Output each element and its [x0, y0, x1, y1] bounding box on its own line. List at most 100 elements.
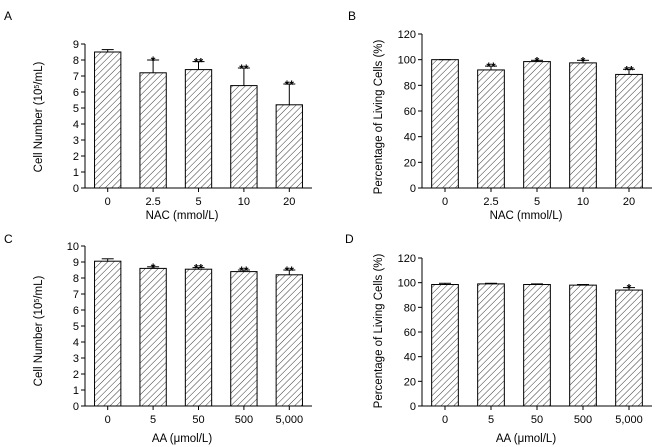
panel-d-y-axis-title: Percentage of Living Cells (%) [373, 253, 385, 408]
panel-b-bar [477, 69, 505, 189]
panel-c-y-tick-label: 9 [73, 257, 79, 269]
panel-a-bar [275, 104, 303, 189]
panel-c-x-tick-label: 50 [192, 414, 204, 426]
panel-a-y-axis-title-base: Cell Number (10 [33, 89, 45, 173]
panel-a-y-tick-label: 1 [73, 167, 79, 179]
panel-d-bar [615, 289, 643, 407]
panel-c: C 0 1 2 3 4 5 6 7 8 9 10 0 5 * 50 ** 500 ** 5,000 ** AA (μm… [4, 232, 312, 445]
panel-b-y-tick-label: 0 [410, 183, 416, 195]
panel-d-significance-label: * [627, 282, 632, 296]
panel-b-bar [569, 62, 597, 189]
panel-c-x-tick-label: 5 [150, 414, 156, 426]
panel-d-letter: D [345, 232, 354, 246]
panel-a-significance-label: ** [194, 56, 204, 70]
panel-a-y-axis-title: Cell Number (105/mL) [33, 62, 45, 173]
panel-c-bar [94, 260, 122, 407]
panel-d-y-tick-label: 40 [404, 352, 416, 364]
panel-c-bar [230, 271, 258, 407]
panel-b-y-tick-label: 20 [404, 157, 416, 169]
panel-c-significance-label: ** [239, 264, 249, 278]
panel-a-significance-label: ** [239, 62, 249, 76]
panel-d-y-tick-label: 80 [404, 302, 416, 314]
panel-b-x-tick-label: 20 [623, 196, 635, 208]
panel-a-x-tick-label: 10 [238, 196, 250, 208]
panel-c-x-tick-label: 5,000 [276, 414, 304, 426]
panel-c-y-tick-label: 2 [73, 369, 79, 381]
panel-b-x-tick-label: 0 [442, 196, 448, 208]
panel-c-y-tick-label: 3 [73, 353, 79, 365]
panel-a-letter: A [4, 9, 12, 23]
panel-d-y-tick-label: 120 [398, 253, 416, 265]
panel-a-x-tick-label: 0 [105, 196, 111, 208]
panel-d-y-tick-label: 0 [410, 401, 416, 413]
panel-a-y-tick-label: 8 [73, 55, 79, 67]
panel-c-x-tick-label: 0 [105, 414, 111, 426]
panel-b-y-tick-label: 60 [404, 106, 416, 118]
panel-b-y-tick-label: 40 [404, 132, 416, 144]
panel-b-y-axis-title: Percentage of Living Cells (%) [373, 39, 385, 194]
panel-c-y-tick-label: 5 [73, 321, 79, 333]
panel-c-y-tick-label: 10 [67, 241, 79, 253]
panel-c-y-axis-title-base: Cell Number (10 [33, 303, 45, 387]
panel-d-y-axis-title-base: Percentage of Living Cells (%) [373, 253, 385, 408]
panel-b-y-axis-title-base: Percentage of Living Cells (%) [373, 39, 385, 194]
panel-a-y-tick-label: 5 [73, 103, 79, 115]
panel-a: A 0 1 2 3 4 5 6 7 8 9 0 2.5 * 5 ** 10 ** 20 ** NAC (mmol/L… [4, 9, 312, 222]
panel-a-x-tick-label: 2.5 [145, 196, 160, 208]
panel-a-y-axis-title-tail: /mL) [33, 62, 45, 85]
panel-d-x-tick-label: 500 [574, 414, 592, 426]
panel-d-x-tick-label: 5 [488, 414, 494, 426]
panel-a-y-axis-title-sup: 5 [34, 85, 41, 89]
panel-d-y-tick-label: 60 [404, 327, 416, 339]
panel-a-bar [94, 51, 122, 189]
panel-b-bar [431, 59, 459, 189]
panel-b-significance-label: * [581, 54, 586, 68]
panel-a-plot: 0 1 2 3 4 5 6 7 8 9 0 2.5 * 5 ** 10 ** 20 ** [73, 39, 312, 208]
panel-c-y-axis-title-sup: 5 [34, 299, 41, 303]
panel-a-x-axis-title: NAC (mmol/L) [146, 210, 219, 222]
panel-d-bar [431, 284, 459, 407]
panel-d-bar [477, 283, 505, 407]
panel-c-y-tick-label: 6 [73, 305, 79, 317]
panel-c-x-tick-label: 500 [235, 414, 253, 426]
panel-c-y-tick-label: 8 [73, 273, 79, 285]
panel-a-bar [230, 85, 258, 189]
panel-b-significance-label: ** [624, 63, 634, 77]
panel-d-x-tick-label: 5,000 [615, 414, 643, 426]
panel-a-significance-label: * [151, 54, 156, 68]
panel-c-y-axis-title-tail: /mL) [33, 276, 45, 299]
panel-d: D 0 20 40 60 80 100 120 0 5 50 500 5,000 * AA (μmol/… [345, 232, 652, 445]
panel-a-y-tick-label: 0 [73, 183, 79, 195]
panel-b-y-tick-label: 100 [398, 55, 416, 67]
panel-d-x-axis-title: AA (μmol/L) [496, 433, 556, 445]
panel-b-bar [615, 73, 643, 189]
panel-b-y-tick-label: 120 [398, 29, 416, 41]
panel-c-y-tick-label: 4 [73, 337, 79, 349]
panel-a-x-tick-label: 20 [283, 196, 295, 208]
panel-b-y-tick-label: 80 [404, 80, 416, 92]
panel-a-y-tick-label: 2 [73, 151, 79, 163]
panel-d-y-tick-label: 100 [398, 278, 416, 290]
panel-a-y-tick-label: 6 [73, 87, 79, 99]
panel-c-letter: C [4, 232, 13, 246]
panel-b-significance-label: * [535, 54, 540, 68]
panel-a-y-tick-label: 4 [73, 119, 79, 131]
panel-d-bar [569, 284, 597, 407]
panel-d-x-tick-label: 50 [531, 414, 543, 426]
panel-a-y-tick-label: 9 [73, 39, 79, 51]
panel-c-y-tick-label: 7 [73, 289, 79, 301]
panel-b-letter: B [348, 9, 356, 23]
panel-a-x-tick-label: 5 [195, 196, 201, 208]
panel-b: B 0 20 40 60 80 100 120 0 2.5 ** 5 * 10 * 20 ** NAC (mm… [348, 9, 652, 222]
panel-b-x-tick-label: 10 [577, 196, 589, 208]
panel-d-y-tick-label: 20 [404, 376, 416, 388]
panel-b-x-tick-label: 5 [534, 196, 540, 208]
panel-c-y-tick-label: 0 [73, 401, 79, 413]
panel-d-bar [523, 284, 551, 407]
panel-a-bar [184, 69, 213, 189]
panel-a-significance-label: ** [285, 78, 295, 92]
panel-a-y-tick-label: 7 [73, 71, 79, 83]
panel-c-y-axis-title: Cell Number (105/mL) [33, 276, 45, 387]
panel-c-significance-label: ** [194, 262, 204, 276]
